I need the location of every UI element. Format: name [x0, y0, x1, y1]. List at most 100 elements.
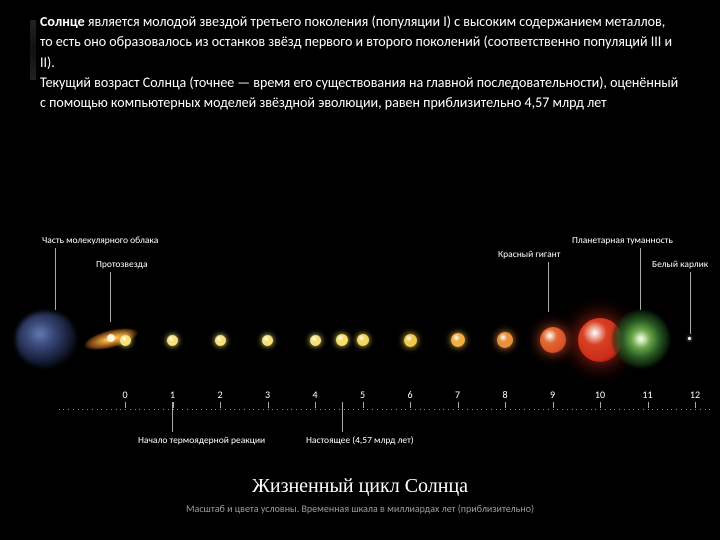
minor-dot: [491, 409, 492, 410]
minor-dot: [154, 409, 155, 410]
minor-dot: [424, 409, 425, 410]
minor-dot: [496, 409, 497, 410]
minor-dot: [277, 409, 278, 410]
diagram-title: Жизненный цикл Солнца: [0, 475, 720, 498]
minor-dot: [253, 409, 254, 410]
minor-dot: [472, 409, 473, 410]
minor-dot: [272, 409, 273, 410]
minor-dot: [505, 409, 506, 410]
sun-stage: [451, 333, 465, 347]
minor-dot: [448, 409, 449, 410]
minor-dot: [101, 409, 102, 410]
minor-dot: [671, 409, 672, 410]
minor-dot: [111, 409, 112, 410]
minor-dot: [97, 409, 98, 410]
minor-dot: [325, 409, 326, 410]
minor-dot: [396, 409, 397, 410]
para-2: Текущий возраст Солнца (точнее — время е…: [40, 73, 680, 114]
tick-label: 9: [550, 388, 555, 401]
sun-stage: [120, 335, 131, 346]
minor-dot: [144, 409, 145, 410]
minor-dot: [510, 409, 511, 410]
tick-mark: [600, 402, 601, 408]
minor-dot: [624, 409, 625, 410]
minor-dot: [614, 409, 615, 410]
tick-label: 8: [502, 388, 507, 401]
minor-dot: [377, 409, 378, 410]
timeline: 0123456789101112: [0, 388, 720, 424]
minor-dot: [538, 409, 539, 410]
tick-label: 2: [217, 388, 222, 401]
minor-dot: [391, 409, 392, 410]
minor-dot: [486, 409, 487, 410]
tick-mark: [553, 402, 554, 408]
sun-stage: [262, 335, 273, 346]
tick-mark: [648, 402, 649, 408]
minor-dot: [334, 409, 335, 410]
tick-mark: [125, 402, 126, 408]
minor-dot: [120, 409, 121, 410]
pointer-nebula: [640, 248, 641, 310]
tick-label: 3: [265, 388, 270, 401]
para1-rest: является молодой звездой третьего поколе…: [40, 13, 672, 71]
minor-dot: [220, 409, 221, 410]
minor-dot: [600, 409, 601, 410]
minor-dot: [306, 409, 307, 410]
minor-dot: [291, 409, 292, 410]
minor-dot: [709, 409, 710, 410]
minor-dot: [500, 409, 501, 410]
minor-dot: [405, 409, 406, 410]
tick-mark: [315, 402, 316, 408]
minor-dot: [648, 409, 649, 410]
pointer-now: [342, 402, 343, 432]
minor-dot: [629, 409, 630, 410]
minor-dot: [548, 409, 549, 410]
minor-dot: [605, 409, 606, 410]
minor-dot: [106, 409, 107, 410]
minor-dot: [410, 409, 411, 410]
minor-dot: [434, 409, 435, 410]
sun-stage: [357, 334, 369, 346]
minor-dot: [215, 409, 216, 410]
minor-dot: [481, 409, 482, 410]
sun-stage: [404, 334, 417, 347]
minor-dot: [201, 409, 202, 410]
minor-dot: [230, 409, 231, 410]
minor-dot: [78, 409, 79, 410]
minor-dot: [168, 409, 169, 410]
minor-dot: [462, 409, 463, 410]
minor-dot: [130, 409, 131, 410]
minor-dot: [182, 409, 183, 410]
white-dwarf-icon: [688, 337, 691, 340]
minor-dot: [705, 409, 706, 410]
minor-dot: [519, 409, 520, 410]
sun-stage: [167, 335, 178, 346]
minor-dot: [244, 409, 245, 410]
minor-dot: [87, 409, 88, 410]
minor-dot: [367, 409, 368, 410]
minor-dot: [524, 409, 525, 410]
minor-dot: [139, 409, 140, 410]
minor-dot: [591, 409, 592, 410]
tick-label: 1: [170, 388, 175, 401]
minor-dot: [681, 409, 682, 410]
minor-dot: [344, 409, 345, 410]
tick-mark: [458, 402, 459, 408]
label-fusion-start: Начало термоядерной реакции: [138, 434, 265, 446]
label-now: Настоящее (4,57 млрд лет): [306, 434, 414, 446]
tick-mark: [505, 402, 506, 408]
minor-dot: [543, 409, 544, 410]
minor-dot: [192, 409, 193, 410]
minor-dot: [415, 409, 416, 410]
minor-dot: [68, 409, 69, 410]
minor-dot: [372, 409, 373, 410]
minor-dot: [149, 409, 150, 410]
minor-dot: [163, 409, 164, 410]
label-red-giant: Красный гигант: [498, 248, 560, 260]
tick-label: 0: [122, 388, 127, 401]
sun-stage: [540, 327, 566, 353]
minor-dot: [296, 409, 297, 410]
sun-stage: [310, 335, 321, 346]
label-nebula: Планетарная туманность: [572, 234, 673, 246]
minor-dot: [116, 409, 117, 410]
